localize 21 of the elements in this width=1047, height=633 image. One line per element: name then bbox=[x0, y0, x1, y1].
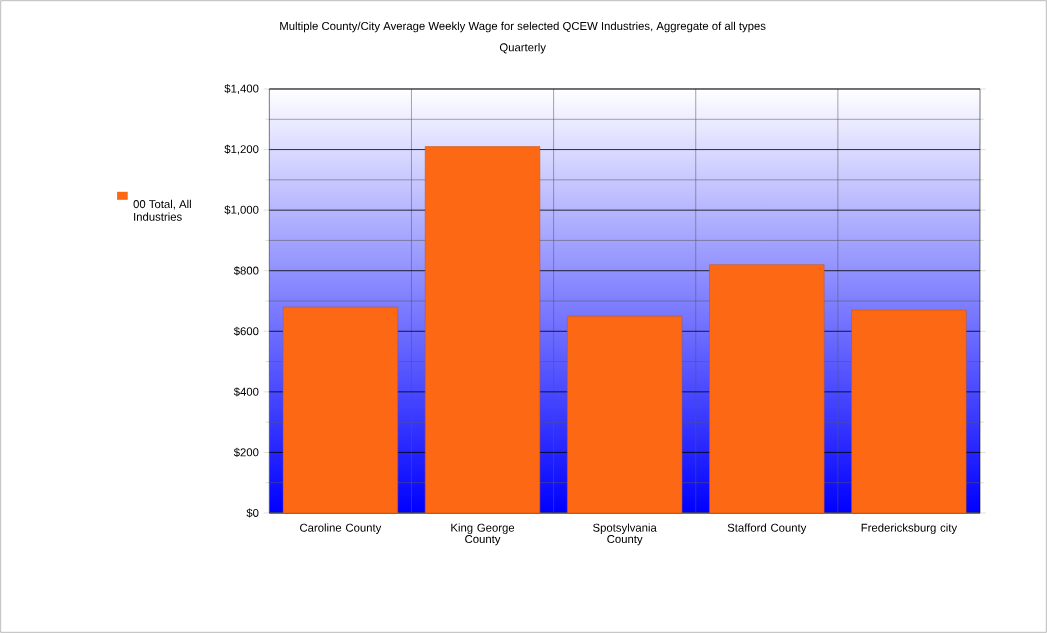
y-tick-label: $400 bbox=[233, 387, 259, 397]
y-tick-label: $1,200 bbox=[224, 144, 259, 155]
x-tick-label: Spotsylvania County bbox=[593, 523, 657, 546]
bar bbox=[425, 146, 540, 513]
legend-label: 00 Total, All Industries bbox=[133, 199, 191, 221]
bar bbox=[567, 316, 682, 513]
y-tick-label: $600 bbox=[233, 326, 259, 336]
y-tick-label: $800 bbox=[233, 266, 259, 276]
chart-subtitle: Quarterly bbox=[499, 43, 546, 54]
y-tick-label: $1,400 bbox=[224, 84, 259, 94]
chart-title: Multiple County/City Average Weekly Wage for selected QCEW Industries, Aggregate of all types bbox=[280, 21, 766, 33]
bar bbox=[283, 307, 398, 513]
y-tick-label: $0 bbox=[246, 508, 259, 518]
x-tick-label: King George County bbox=[451, 523, 515, 546]
x-tick-label: Stafford County bbox=[727, 523, 807, 534]
x-tick-label: Caroline County bbox=[300, 523, 382, 534]
y-tick-label: $1,000 bbox=[224, 205, 259, 216]
bar bbox=[709, 264, 825, 513]
x-tick-label: Fredericksburg city bbox=[861, 523, 958, 534]
bar bbox=[851, 309, 967, 513]
y-tick-label: $200 bbox=[233, 447, 259, 458]
